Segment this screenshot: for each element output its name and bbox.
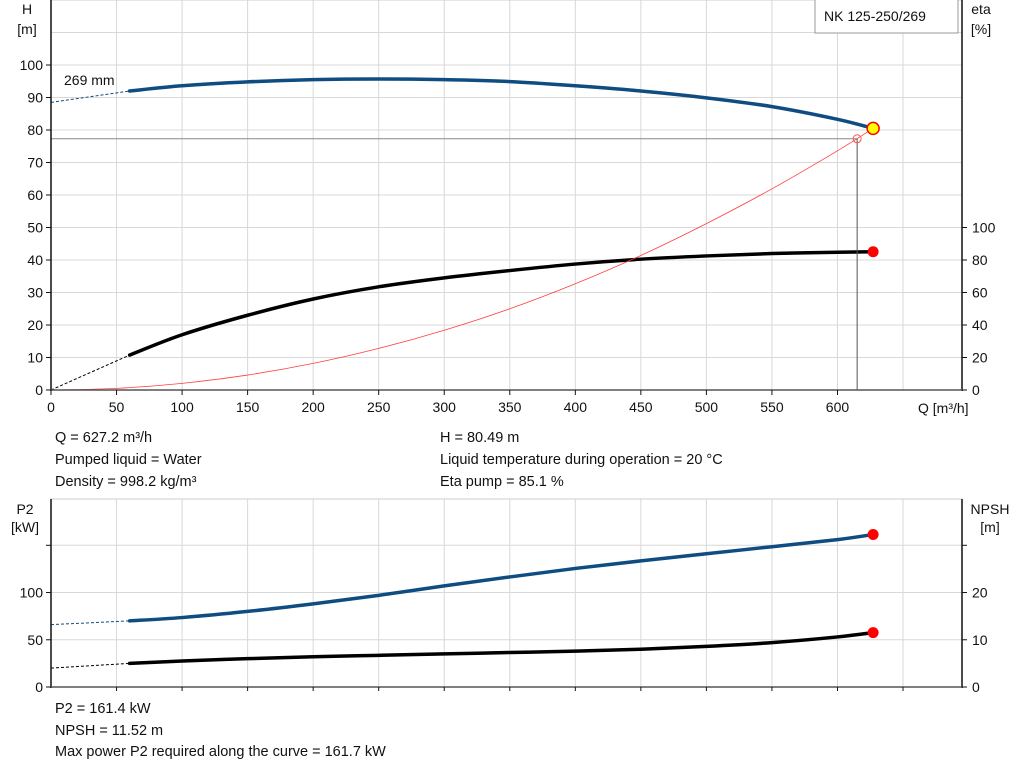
p2-axis-unit: [kW] <box>11 519 39 535</box>
duty-point-head <box>866 121 880 136</box>
q-axis-label: Q [m³/h] <box>918 400 969 416</box>
left-tick-label: 10 <box>27 350 43 366</box>
x-tick-label: 250 <box>367 399 391 415</box>
x-tick-label: 500 <box>695 399 719 415</box>
h-curve <box>127 77 875 131</box>
info-h: H = 80.49 m <box>440 430 520 446</box>
npsh-curve <box>127 630 875 666</box>
h-extrapolated-line <box>50 90 130 103</box>
left-tick-label: 100 <box>20 585 44 601</box>
eta-curve <box>127 249 875 357</box>
system-curve <box>50 128 874 391</box>
x-tick-label: 100 <box>170 399 194 415</box>
x-tick-label: 200 <box>301 399 325 415</box>
left-tick-label: 50 <box>27 632 43 648</box>
bottom-grid <box>50 498 963 688</box>
info-eta: Eta pump = 85.1 % <box>440 474 564 490</box>
left-tick-label: 20 <box>27 317 43 333</box>
x-tick-label: 300 <box>433 399 457 415</box>
info-p2: P2 = 161.4 kW <box>55 701 151 717</box>
x-tick-label: 400 <box>564 399 588 415</box>
curve-marks <box>50 77 880 669</box>
duty-point-eta <box>867 246 879 258</box>
right-tick-label: 100 <box>972 220 996 236</box>
npsh-extrapolated-line <box>50 662 130 669</box>
pump-title: NK 125-250/269 <box>824 8 926 24</box>
right-tick-label: 40 <box>972 317 988 333</box>
info-max-p2: Max power P2 required along the curve = … <box>55 744 386 760</box>
info-q: Q = 627.2 m³/h <box>55 430 153 446</box>
x-tick-label: 150 <box>236 399 260 415</box>
info-density: Density = 998.2 kg/m³ <box>55 474 197 490</box>
x-tick-label: 50 <box>109 399 125 415</box>
eta-axis-unit: [%] <box>971 21 991 37</box>
eta-extrapolated-line <box>50 354 130 391</box>
p2-extrapolated-line <box>50 620 130 626</box>
right-tick-label: 60 <box>972 285 988 301</box>
duty-point-p2 <box>867 529 879 541</box>
right-tick-label: 20 <box>972 350 988 366</box>
left-tick-label: 50 <box>27 220 43 236</box>
x-tick-label: 550 <box>760 399 784 415</box>
x-tick-label: 350 <box>498 399 522 415</box>
right-tick-label: 80 <box>972 252 988 268</box>
x-tick-label: 450 <box>629 399 653 415</box>
left-tick-label: 40 <box>27 252 43 268</box>
info-liquid: Pumped liquid = Water <box>55 452 202 468</box>
npsh-axis-label: NPSH <box>971 501 1010 517</box>
info-npsh: NPSH = 11.52 m <box>55 723 164 739</box>
impeller-diameter-label: 269 mm <box>64 72 115 88</box>
left-tick-label: 30 <box>27 285 43 301</box>
p2-curve <box>127 532 875 623</box>
left-tick-label: 100 <box>20 57 44 73</box>
eta-axis-label: eta <box>971 1 991 17</box>
info-temperature: Liquid temperature during operation = 20… <box>440 452 723 468</box>
left-tick-label: 80 <box>27 122 43 138</box>
pump-title-box <box>814 0 959 34</box>
h-axis-label: H <box>22 1 32 17</box>
left-tick-label: 90 <box>27 90 43 106</box>
left-tick-label: 70 <box>27 155 43 171</box>
right-tick-label: 10 <box>972 632 988 648</box>
requested-point <box>852 134 862 144</box>
h-axis-unit: [m] <box>17 21 36 37</box>
left-tick-label: 0 <box>35 382 43 398</box>
left-tick-label: 0 <box>35 679 43 695</box>
right-tick-label: 0 <box>972 679 980 695</box>
x-tick-label: 0 <box>47 399 55 415</box>
right-tick-label: 0 <box>972 382 980 398</box>
npsh-axis-unit: [m] <box>980 519 999 535</box>
x-tick-label: 600 <box>826 399 850 415</box>
duty-point-npsh <box>867 627 879 639</box>
p2-axis-label: P2 <box>16 501 33 517</box>
left-tick-label: 60 <box>27 187 43 203</box>
right-tick-label: 20 <box>972 585 988 601</box>
